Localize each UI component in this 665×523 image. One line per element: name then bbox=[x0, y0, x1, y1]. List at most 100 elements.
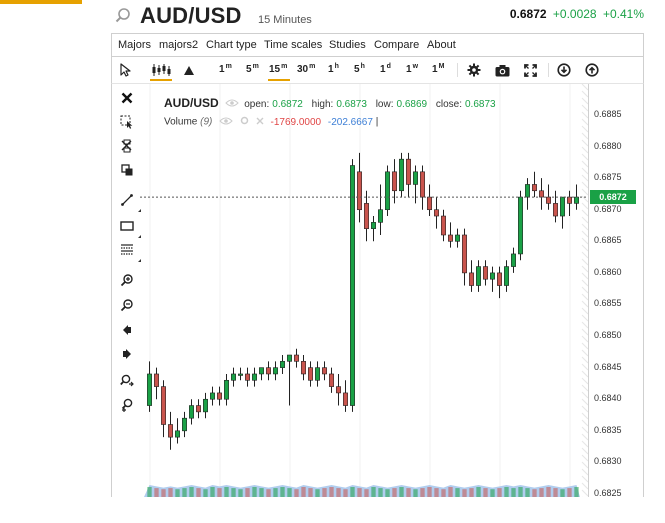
rectangle-submenu-indicator bbox=[138, 235, 141, 238]
hatch-line bbox=[581, 209, 588, 217]
volume-settings-icon[interactable] bbox=[240, 116, 249, 128]
chart-plot-area[interactable] bbox=[140, 84, 588, 497]
hatch-line bbox=[581, 461, 588, 469]
menu-compare[interactable]: Compare bbox=[374, 39, 420, 51]
candles-icon[interactable] bbox=[150, 61, 172, 79]
candle-body bbox=[385, 171, 390, 211]
price-axis[interactable]: 0.6885 0.6880 0.6875 0.6870 0.6865 0.6860 0.68… bbox=[588, 84, 644, 498]
close-icon[interactable] bbox=[118, 89, 136, 107]
volume-bar bbox=[280, 487, 285, 497]
candle-body bbox=[497, 272, 502, 286]
fibonacci-icon[interactable] bbox=[118, 241, 141, 262]
candle-body bbox=[532, 184, 537, 192]
timeframe-30m[interactable]: 30m bbox=[297, 63, 315, 75]
trend-line-submenu-indicator bbox=[138, 209, 141, 212]
candle-body bbox=[476, 266, 481, 286]
timeframe-1w-unit: w bbox=[412, 63, 419, 70]
volume-ma-value: -202.6667 bbox=[327, 116, 373, 128]
menu-majors[interactable]: Majors bbox=[118, 39, 152, 51]
menu-majors2[interactable]: majors2 bbox=[159, 39, 199, 51]
volume-bar bbox=[378, 488, 383, 497]
candle-body bbox=[413, 171, 418, 185]
menu-studies[interactable]: Studies bbox=[329, 39, 366, 51]
volume-bar bbox=[203, 489, 208, 497]
hatch-line bbox=[581, 328, 588, 336]
menu-about[interactable]: About bbox=[427, 39, 456, 51]
timeframe-5m[interactable]: 5m bbox=[246, 63, 259, 75]
timeframe-15m[interactable]: 15m bbox=[269, 63, 287, 75]
volume-bar bbox=[567, 488, 572, 497]
delete-drawings-icon[interactable] bbox=[118, 137, 136, 155]
price-tick-label: 0.6880 bbox=[594, 140, 622, 151]
mountain-icon[interactable] bbox=[182, 61, 196, 79]
timeframe-1m[interactable]: 1m bbox=[219, 63, 232, 75]
zoom-fit-icon[interactable] bbox=[118, 371, 136, 389]
volume-bar bbox=[441, 489, 446, 497]
timeframe-1M[interactable]: 1M bbox=[432, 63, 444, 75]
timeframe-15m-unit: m bbox=[281, 63, 288, 70]
hatch-line bbox=[581, 489, 588, 497]
legend-open-value: 0.6872 bbox=[272, 99, 303, 110]
volume-bar bbox=[189, 487, 194, 497]
hatch-line bbox=[581, 90, 588, 98]
hatch-line bbox=[581, 125, 588, 133]
candle-body bbox=[280, 361, 285, 368]
timeframe-5h[interactable]: 5h bbox=[354, 63, 365, 75]
timeframe-1d[interactable]: 1d bbox=[380, 63, 391, 75]
timeframe-5m-num: 5 bbox=[246, 64, 252, 75]
hatch-line bbox=[581, 188, 588, 196]
timeframe-1h[interactable]: 1h bbox=[328, 63, 339, 75]
volume-bar bbox=[245, 488, 250, 497]
gear-icon[interactable] bbox=[466, 61, 482, 79]
volume-bar bbox=[168, 488, 173, 497]
candle-body bbox=[189, 405, 194, 419]
volume-eye-icon[interactable] bbox=[219, 117, 233, 128]
upload-icon[interactable] bbox=[584, 61, 600, 79]
cursor-icon[interactable] bbox=[118, 61, 132, 79]
timeframe-1h-num: 1 bbox=[328, 64, 334, 75]
candle-body bbox=[238, 373, 243, 376]
zoom-out-icon[interactable] bbox=[118, 296, 136, 314]
hatch-line bbox=[581, 447, 588, 455]
hatch-line bbox=[581, 300, 588, 308]
clone-icon[interactable] bbox=[118, 161, 136, 179]
zoom-reset-icon[interactable] bbox=[118, 396, 136, 414]
eye-icon[interactable] bbox=[225, 99, 240, 110]
candle-body bbox=[343, 392, 348, 406]
chart-header: AUD/USD 15 Minutes 0.6872 +0.0028 +0.41% bbox=[111, 0, 665, 32]
volume-bar bbox=[154, 488, 159, 497]
legend-open-label: open: bbox=[244, 99, 270, 110]
select-region-icon[interactable] bbox=[118, 113, 136, 131]
trend-line-icon[interactable] bbox=[118, 191, 141, 212]
volume-remove-icon[interactable] bbox=[256, 117, 264, 128]
price-quote: 0.6872 +0.0028 +0.41% bbox=[510, 7, 644, 21]
rectangle-icon[interactable] bbox=[118, 217, 141, 238]
timeframe-1w[interactable]: 1w bbox=[406, 63, 418, 75]
menu-chart-type[interactable]: Chart type bbox=[206, 39, 257, 51]
volume-bar bbox=[497, 488, 502, 497]
zoom-in-icon[interactable] bbox=[118, 271, 136, 289]
candle-body bbox=[308, 367, 313, 381]
scroll-left-icon[interactable] bbox=[118, 321, 136, 339]
candle-body bbox=[252, 373, 257, 381]
timeframe-1M-unit: M bbox=[438, 63, 445, 70]
hatch-line bbox=[581, 84, 588, 91]
download-icon[interactable] bbox=[556, 61, 572, 79]
volume-bar bbox=[406, 488, 411, 497]
candle-body bbox=[287, 354, 292, 362]
volume-bar bbox=[294, 489, 299, 497]
volume-bar bbox=[476, 487, 481, 497]
scroll-right-icon[interactable] bbox=[118, 345, 136, 363]
candle-body bbox=[504, 266, 509, 286]
price-tick-label: 0.6830 bbox=[594, 456, 622, 467]
hatch-line bbox=[581, 104, 588, 112]
timeframe-1d-num: 1 bbox=[380, 64, 386, 75]
candle-body bbox=[217, 392, 222, 400]
ohlc-legend: AUD/USD open: 0.6872 high: 0.6873 low: 0.68… bbox=[164, 96, 496, 110]
menu-bar: Majors majors2 Chart type Time scales St… bbox=[111, 33, 644, 57]
camera-icon[interactable] bbox=[494, 61, 510, 79]
price-tick-label: 0.6885 bbox=[594, 108, 622, 119]
search-icon[interactable] bbox=[114, 6, 134, 26]
fullscreen-icon[interactable] bbox=[522, 61, 538, 79]
menu-time-scales[interactable]: Time scales bbox=[264, 39, 323, 51]
